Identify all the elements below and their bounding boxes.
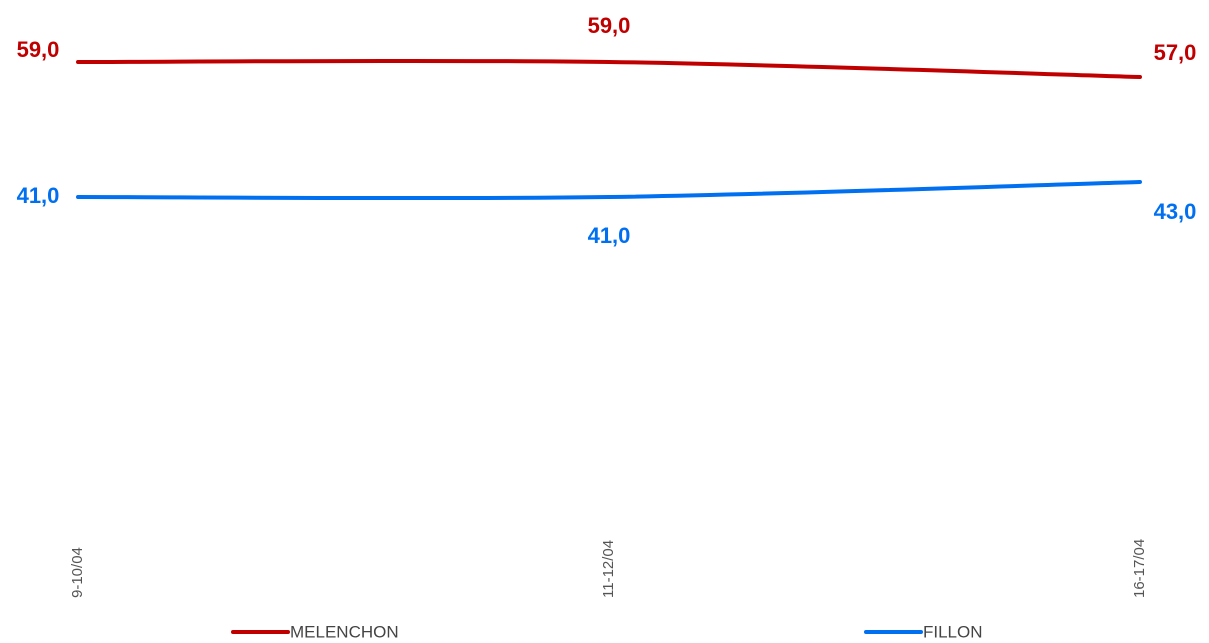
data-label: 59,0 bbox=[17, 37, 60, 62]
data-label: 57,0 bbox=[1154, 40, 1197, 65]
legend-label: MELENCHON bbox=[290, 622, 399, 641]
data-label: 41,0 bbox=[588, 223, 631, 248]
series-line bbox=[76, 58, 1142, 79]
legend-label: FILLON bbox=[923, 622, 983, 641]
data-label: 59,0 bbox=[588, 13, 631, 38]
data-label: 43,0 bbox=[1154, 199, 1197, 224]
x-tick-label: 16-17/04 bbox=[1131, 539, 1148, 598]
x-tick-label: 9-10/04 bbox=[69, 547, 86, 598]
x-tick-label: 11-12/04 bbox=[600, 540, 617, 598]
data-label: 41,0 bbox=[17, 183, 60, 208]
series-line bbox=[76, 180, 1142, 201]
